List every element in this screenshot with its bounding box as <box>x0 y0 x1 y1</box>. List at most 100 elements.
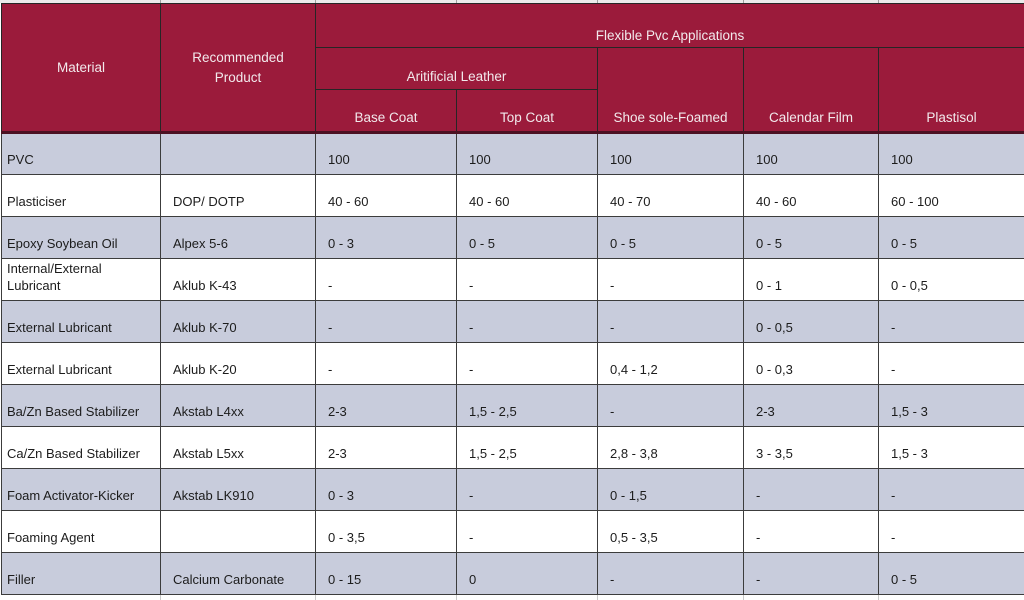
cell-shoe-sole[interactable]: 0 - 1,5 <box>598 469 744 511</box>
gridline <box>878 595 879 600</box>
cell-material[interactable]: Foaming Agent <box>2 511 161 553</box>
cell-calendar-film[interactable]: 2-3 <box>744 385 879 427</box>
cell-plastisol[interactable]: 60 - 100 <box>879 175 1024 217</box>
cell-base-coat[interactable]: 0 - 3,5 <box>316 511 457 553</box>
cell-product[interactable] <box>161 511 316 553</box>
cell-plastisol[interactable]: 0 - 5 <box>879 217 1024 259</box>
cell-plastisol[interactable]: 0 - 5 <box>879 553 1024 595</box>
header-flexible-pvc-applications[interactable]: Flexible Pvc Applications <box>316 4 1024 48</box>
table-row-plasticiser: Plasticiser DOP/ DOTP 40 - 60 40 - 60 40… <box>2 175 1024 217</box>
cell-top-coat[interactable]: - <box>457 511 598 553</box>
cell-base-coat[interactable]: - <box>316 343 457 385</box>
cell-product[interactable]: Aklub K-43 <box>161 259 316 301</box>
table-row-internal-external-lubricant: Internal/External Lubricant Aklub K-43 -… <box>2 259 1024 301</box>
cell-material[interactable]: Epoxy Soybean Oil <box>2 217 161 259</box>
cell-plastisol[interactable]: - <box>879 469 1024 511</box>
gridline <box>160 0 161 3</box>
cell-material[interactable]: Ba/Zn Based Stabilizer <box>2 385 161 427</box>
header-plastisol[interactable]: Plastisol <box>879 48 1024 133</box>
cell-calendar-film[interactable]: 40 - 60 <box>744 175 879 217</box>
cell-product[interactable]: Akstab L5xx <box>161 427 316 469</box>
cell-material[interactable]: External Lubricant <box>2 301 161 343</box>
header-recommended-product[interactable]: Recommended Product <box>161 4 316 133</box>
table-row-bazn-stabilizer: Ba/Zn Based Stabilizer Akstab L4xx 2-3 1… <box>2 385 1024 427</box>
cell-calendar-film[interactable]: - <box>744 553 879 595</box>
cell-calendar-film[interactable]: 0 - 0,5 <box>744 301 879 343</box>
cell-shoe-sole[interactable]: 2,8 - 3,8 <box>598 427 744 469</box>
gridline <box>315 595 316 600</box>
gridline <box>878 0 879 3</box>
cell-calendar-film[interactable]: - <box>744 511 879 553</box>
cell-base-coat[interactable]: 2-3 <box>316 385 457 427</box>
gridline <box>597 0 598 3</box>
cell-calendar-film[interactable]: 0 - 5 <box>744 217 879 259</box>
cell-shoe-sole[interactable]: - <box>598 553 744 595</box>
cell-product[interactable]: Alpex 5-6 <box>161 217 316 259</box>
cell-top-coat[interactable]: 1,5 - 2,5 <box>457 427 598 469</box>
cell-calendar-film[interactable]: 100 <box>744 133 879 175</box>
cell-plastisol[interactable]: - <box>879 301 1024 343</box>
cell-material[interactable]: Filler <box>2 553 161 595</box>
cell-top-coat[interactable]: 40 - 60 <box>457 175 598 217</box>
header-calendar-film[interactable]: Calendar Film <box>744 48 879 133</box>
cell-top-coat[interactable]: 100 <box>457 133 598 175</box>
cell-calendar-film[interactable]: 0 - 0,3 <box>744 343 879 385</box>
cell-shoe-sole[interactable]: 0,4 - 1,2 <box>598 343 744 385</box>
cell-plastisol[interactable]: 1,5 - 3 <box>879 427 1024 469</box>
cell-top-coat[interactable]: 0 - 5 <box>457 217 598 259</box>
cell-calendar-film[interactable]: - <box>744 469 879 511</box>
cell-material[interactable]: Internal/External Lubricant <box>2 259 161 301</box>
cell-product[interactable]: DOP/ DOTP <box>161 175 316 217</box>
cell-shoe-sole[interactable]: 40 - 70 <box>598 175 744 217</box>
cell-shoe-sole[interactable]: 0 - 5 <box>598 217 744 259</box>
bottom-gridline-strip <box>0 595 1024 600</box>
cell-material[interactable]: Foam Activator-Kicker <box>2 469 161 511</box>
cell-product[interactable] <box>161 133 316 175</box>
cell-shoe-sole[interactable]: - <box>598 385 744 427</box>
cell-plastisol[interactable]: 100 <box>879 133 1024 175</box>
cell-top-coat[interactable]: - <box>457 259 598 301</box>
cell-calendar-film[interactable]: 0 - 1 <box>744 259 879 301</box>
cell-product[interactable]: Akstab L4xx <box>161 385 316 427</box>
cell-base-coat[interactable]: 0 - 3 <box>316 469 457 511</box>
cell-material[interactable]: Ca/Zn Based Stabilizer <box>2 427 161 469</box>
cell-shoe-sole[interactable]: 0,5 - 3,5 <box>598 511 744 553</box>
cell-base-coat[interactable]: 0 - 15 <box>316 553 457 595</box>
cell-calendar-film[interactable]: 3 - 3,5 <box>744 427 879 469</box>
cell-base-coat[interactable]: 40 - 60 <box>316 175 457 217</box>
cell-material[interactable]: Plasticiser <box>2 175 161 217</box>
cell-plastisol[interactable]: - <box>879 343 1024 385</box>
cell-product[interactable]: Aklub K-20 <box>161 343 316 385</box>
cell-base-coat[interactable]: - <box>316 259 457 301</box>
header-base-coat[interactable]: Base Coat <box>316 90 457 133</box>
cell-base-coat[interactable]: - <box>316 301 457 343</box>
cell-plastisol[interactable]: 0 - 0,5 <box>879 259 1024 301</box>
cell-top-coat[interactable]: - <box>457 301 598 343</box>
cell-product[interactable]: Calcium Carbonate <box>161 553 316 595</box>
cell-shoe-sole[interactable]: - <box>598 259 744 301</box>
cell-base-coat[interactable]: 100 <box>316 133 457 175</box>
gridline <box>456 0 457 3</box>
cell-base-coat[interactable]: 2-3 <box>316 427 457 469</box>
cell-product[interactable]: Aklub K-70 <box>161 301 316 343</box>
cell-shoe-sole[interactable]: 100 <box>598 133 744 175</box>
header-shoe-sole-foamed[interactable]: Shoe sole-Foamed <box>598 48 744 133</box>
cell-top-coat[interactable]: 1,5 - 2,5 <box>457 385 598 427</box>
cell-product[interactable]: Akstab LK910 <box>161 469 316 511</box>
cell-plastisol[interactable]: 1,5 - 3 <box>879 385 1024 427</box>
cell-top-coat[interactable]: 0 <box>457 553 598 595</box>
header-top-coat[interactable]: Top Coat <box>457 90 598 133</box>
cell-material[interactable]: External Lubricant <box>2 343 161 385</box>
header-material[interactable]: Material <box>2 4 161 133</box>
table-row-external-lubricant-k20: External Lubricant Aklub K-20 - - 0,4 - … <box>2 343 1024 385</box>
cell-shoe-sole[interactable]: - <box>598 301 744 343</box>
cell-top-coat[interactable]: - <box>457 343 598 385</box>
cell-top-coat[interactable]: - <box>457 469 598 511</box>
cell-base-coat[interactable]: 0 - 3 <box>316 217 457 259</box>
cell-material[interactable]: PVC <box>2 133 161 175</box>
cell-plastisol[interactable]: - <box>879 511 1024 553</box>
pvc-applications-table: Material Recommended Product Flexible Pv… <box>1 3 1024 595</box>
header-artificial-leather[interactable]: Aritificial Leather <box>316 48 598 90</box>
table-row-foam-activator-kicker: Foam Activator-Kicker Akstab LK910 0 - 3… <box>2 469 1024 511</box>
